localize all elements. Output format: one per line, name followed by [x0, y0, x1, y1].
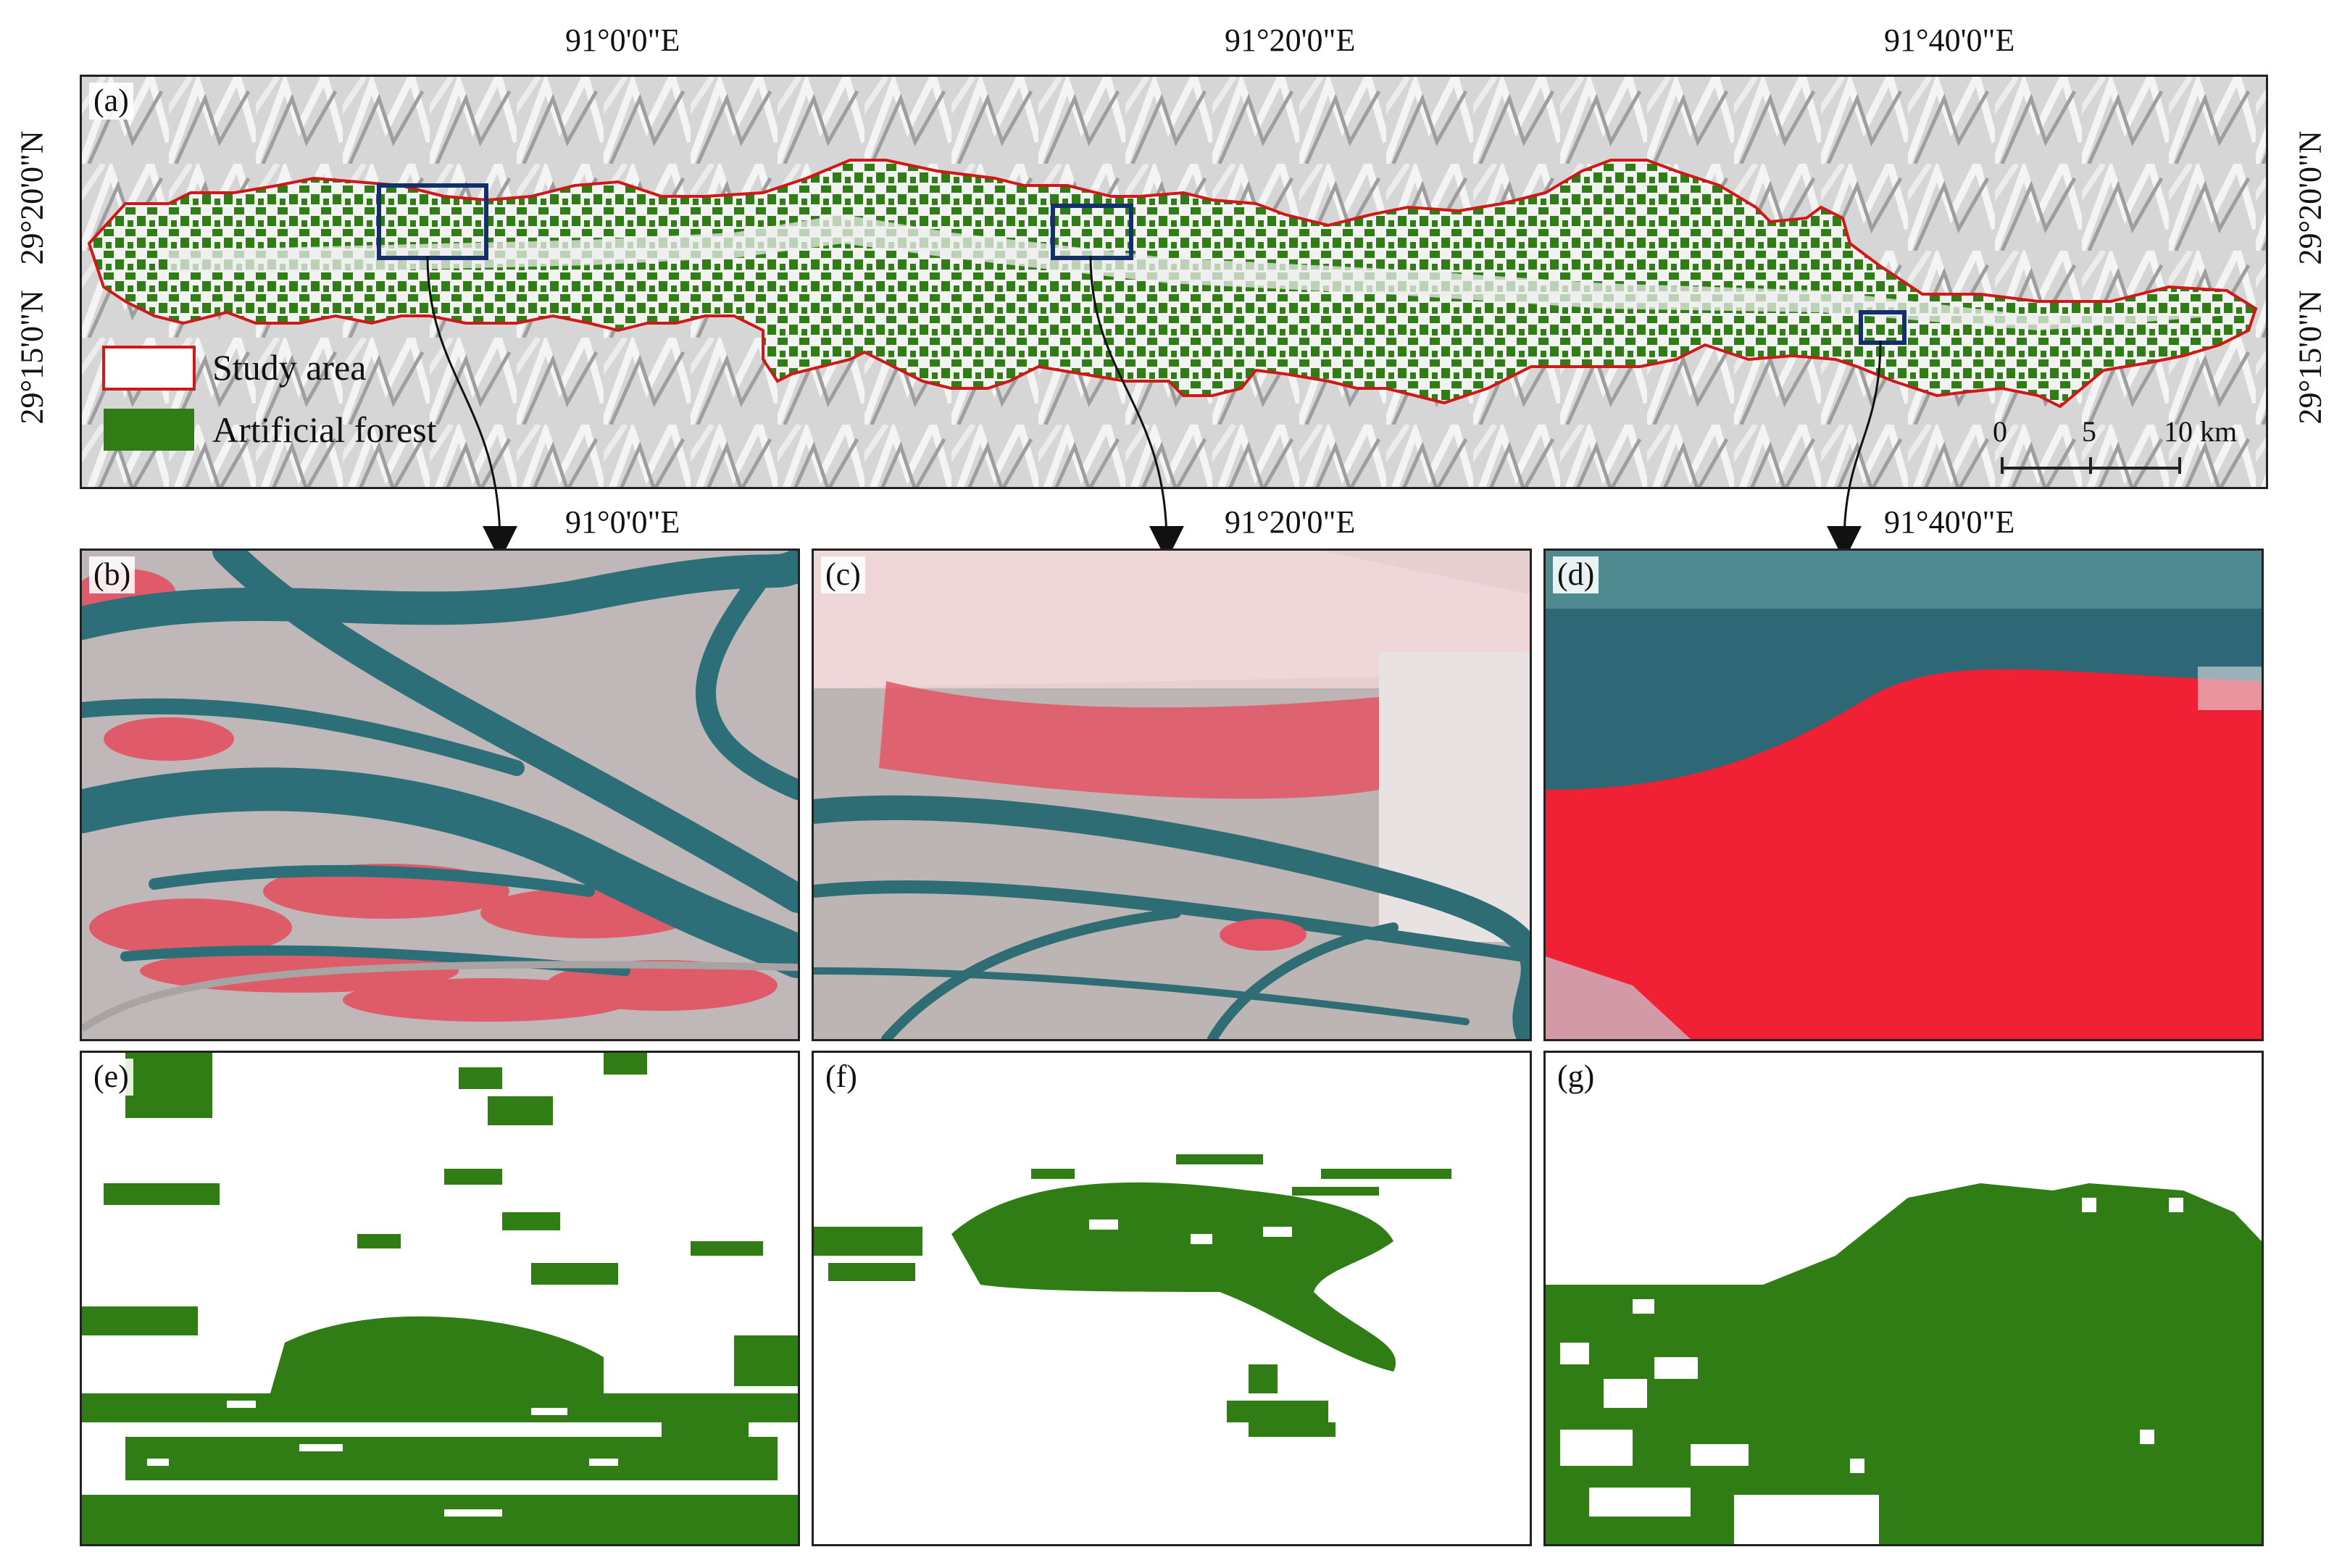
inset-box-d — [1859, 310, 1906, 345]
image-d — [1546, 551, 2262, 1039]
scale-label-0: 0 — [1993, 415, 2007, 448]
classification-e — [82, 1053, 798, 1544]
classification-f — [814, 1053, 1530, 1544]
panel-f-classification: (f) — [812, 1051, 1532, 1546]
scale-bar — [2001, 457, 2181, 474]
panel-label-b: (b) — [89, 556, 136, 593]
overview-map-panel: (a) Study area Artificial forest 0 5 10 … — [80, 75, 2268, 489]
legend-label-artificial-forest: Artificial forest — [212, 409, 437, 450]
legend-label-study-area: Study area — [212, 347, 367, 388]
legend-forest-swatch — [104, 409, 194, 451]
panel-label-d: (d) — [1553, 556, 1599, 593]
image-b — [82, 551, 798, 1039]
top-lon-label-1: 91°0'0"E — [565, 22, 680, 58]
panel-label-f: (f) — [821, 1059, 862, 1096]
scale-label-10km: 10 km — [2164, 415, 2238, 448]
panel-d-false-color: (d) — [1543, 549, 2264, 1041]
panel-label-e: (e) — [89, 1059, 133, 1096]
right-lat-label-2: 29°15'0"N — [2292, 290, 2328, 425]
image-c — [814, 551, 1530, 1039]
panel-label-a: (a) — [89, 83, 133, 120]
top-lon-label-3: 91°40'0"E — [1884, 22, 2015, 58]
top-lon-label-2: 91°20'0"E — [1225, 22, 1356, 58]
panel-label-c: (c) — [821, 556, 865, 593]
mid-lon-label-3: 91°40'0"E — [1884, 504, 2015, 540]
scale-label-5: 5 — [2082, 415, 2096, 448]
river-channel — [169, 214, 2220, 330]
legend-study-area-swatch — [102, 346, 196, 391]
panel-b-false-color: (b) — [80, 549, 800, 1041]
classification-g — [1546, 1053, 2262, 1544]
mid-lon-label-1: 91°0'0"E — [565, 504, 680, 540]
panel-label-g: (g) — [1553, 1059, 1599, 1096]
mid-lon-label-2: 91°20'0"E — [1225, 504, 1356, 540]
panel-c-false-color: (c) — [812, 549, 1532, 1041]
right-lat-label-1: 29°20'0"N — [2292, 130, 2328, 265]
left-lat-label-2: 29°15'0"N — [14, 290, 50, 425]
left-lat-label-1: 29°20'0"N — [14, 130, 50, 265]
panel-e-classification: (e) — [80, 1051, 800, 1546]
panel-g-classification: (g) — [1543, 1051, 2264, 1546]
